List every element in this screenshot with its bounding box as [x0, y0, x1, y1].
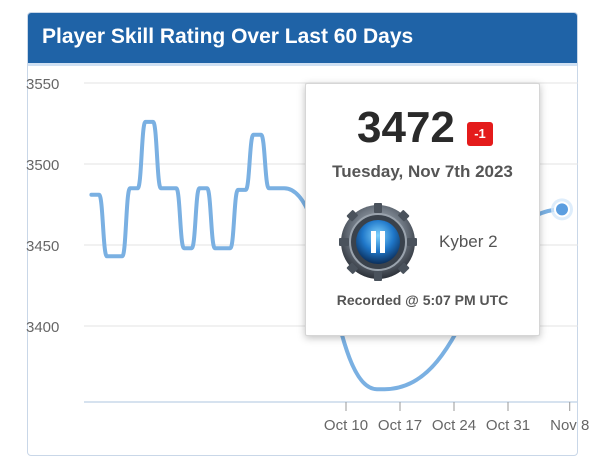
tooltip-change-badge: -1	[467, 122, 493, 146]
x-tick-label: Oct 24	[432, 417, 476, 434]
highlighted-data-point	[554, 201, 570, 218]
x-tick-label: Nov 8	[550, 417, 589, 434]
x-tick-label: Oct 31	[486, 417, 530, 434]
header-divider	[28, 63, 577, 66]
y-tick-3400: 3400	[26, 319, 59, 336]
chart-title: Player Skill Rating Over Last 60 Days	[42, 25, 414, 48]
y-tick-3550: 3550	[26, 76, 59, 93]
tooltip-rank-name: Kyber 2	[439, 232, 498, 251]
y-tick-3500: 3500	[26, 157, 59, 174]
card-header: Player Skill Rating Over Last 60 Days	[28, 13, 577, 63]
x-tick-label: Oct 10	[324, 417, 368, 434]
y-tick-3450: 3450	[26, 238, 59, 255]
x-tick-label: Oct 17	[378, 417, 422, 434]
kyber-rank-icon	[339, 203, 417, 281]
tooltip-date: Tuesday, Nov 7th 2023	[332, 162, 513, 181]
tooltip-recorded-time: Recorded @ 5:07 PM UTC	[336, 292, 509, 308]
data-point-tooltip: 3472 -1 Tuesday, Nov 7th 2023	[305, 83, 540, 336]
tooltip-rating-value: 3472	[357, 103, 455, 152]
rating-series-line	[89, 119, 564, 392]
